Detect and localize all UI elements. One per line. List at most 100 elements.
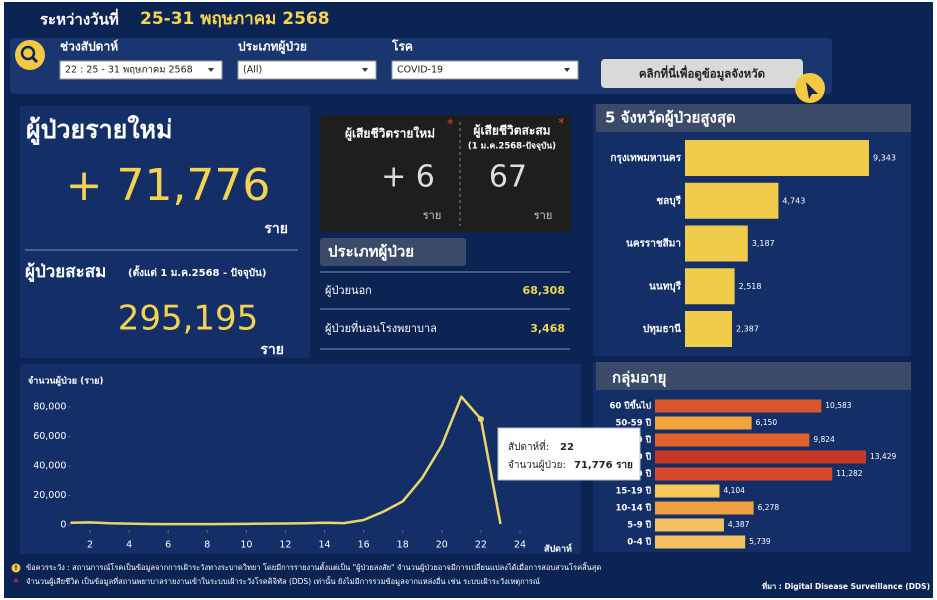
- date-range: 25-31 พฤษภาคม 2568: [140, 9, 330, 29]
- dropdown-value[interactable]: COVID-19: [397, 65, 443, 76]
- x-tick-label: 20: [436, 540, 448, 551]
- value-label: 11,282: [836, 469, 862, 478]
- cumulative-subtitle: (ตั้งแต่ 1 ม.ค.2568 - ปัจจุบัน): [128, 265, 266, 279]
- section-header: [596, 104, 911, 132]
- row-value: 3,468: [530, 322, 565, 335]
- dropdown[interactable]: COVID-19: [391, 60, 579, 80]
- tooltip-value: 22: [560, 442, 574, 453]
- value-label: 9,343: [873, 154, 896, 163]
- dropdown-value[interactable]: (All): [243, 65, 262, 76]
- row-value: 68,308: [523, 284, 565, 297]
- y-axis-label: จำนวนผู้ป่วย (ราย): [28, 376, 104, 387]
- new-cases-title: ผู้ป่วยรายใหม่: [26, 114, 172, 146]
- value-label: 13,429: [870, 452, 896, 461]
- unit: ราย: [534, 209, 553, 222]
- x-tick-label: 6: [165, 540, 171, 551]
- bar: [655, 416, 752, 430]
- bar: [685, 268, 735, 305]
- dropdown[interactable]: 22 : 25 - 31 พฤษภาคม 2568: [59, 60, 223, 80]
- chart-title: 5 จังหวัดผู้ป่วยสูงสุด: [605, 109, 736, 128]
- tooltip-label: สัปดาห์ที่:: [508, 439, 549, 453]
- category-label: 10-14 ปี: [615, 503, 651, 514]
- dropdown-box[interactable]: [391, 60, 579, 80]
- dropdown-box[interactable]: [59, 60, 223, 80]
- note-icon: [11, 563, 21, 573]
- x-tick-label: 24: [514, 540, 526, 551]
- category-label: 0-4 ปี: [627, 537, 651, 548]
- category-label: นนทบุรี: [649, 280, 682, 292]
- value-label: 2,518: [739, 282, 762, 291]
- category-label: ปทุมธานี: [643, 323, 681, 335]
- patient-type-title: ประเภทผู้ป่วย: [328, 243, 414, 262]
- note-text: ข้อควรระวัง : สถานการณ์โรคเป็นข้อมูลจากก…: [26, 562, 601, 572]
- x-tick-label: 12: [279, 540, 291, 551]
- date-label: ระหว่างวันที่: [40, 9, 119, 29]
- y-tick-label: 60,000: [33, 431, 66, 442]
- section-header: [596, 362, 911, 390]
- row-label: ผู้ป่วยนอก: [325, 284, 372, 297]
- tooltip-box: [497, 427, 641, 481]
- source: ที่มา : Digital Disease Surveillance (DD…: [762, 580, 930, 591]
- line-panel: [20, 364, 581, 554]
- tooltip-label: จำนวนผู้ป่วย:: [508, 459, 566, 471]
- y-tick-label: 80,000: [33, 402, 66, 413]
- province-button[interactable]: [601, 59, 803, 88]
- category-label: 60 ปีขึ้นไป: [610, 399, 652, 412]
- category-label: 15-19 ปี: [615, 486, 651, 497]
- value-label: 3,187: [752, 239, 775, 248]
- x-tick-label: 16: [358, 540, 370, 551]
- deaths-cum-value: 67: [489, 160, 527, 195]
- x-tick-label: 2: [87, 540, 93, 551]
- x-tick-label: 18: [397, 540, 409, 551]
- series-line: [70, 395, 502, 526]
- y-tick-label: 0: [60, 520, 66, 531]
- category-label: 5-9 ปี: [627, 520, 651, 531]
- x-tick-label: 8: [204, 540, 210, 551]
- dropdown-value[interactable]: 22 : 25 - 31 พฤษภาคม 2568: [65, 65, 193, 76]
- value-label: 4,387: [728, 520, 750, 529]
- dropdown-arrow[interactable]: [208, 68, 214, 72]
- dropdown-box[interactable]: [237, 60, 377, 80]
- filter-label: ช่วงสัปดาห์: [60, 40, 118, 54]
- dropdown-arrow[interactable]: [564, 68, 570, 72]
- value-label: 6,278: [758, 503, 780, 512]
- category-label: นครราชสีมา: [626, 238, 681, 250]
- bar: [655, 484, 720, 498]
- province-button-label[interactable]: คลิกที่นี่เพื่อดูข้อมูลจังหวัด: [639, 65, 765, 82]
- bar: [685, 311, 733, 347]
- highlight-point: [477, 416, 484, 423]
- y-tick-label: 20,000: [33, 490, 66, 501]
- x-tick-label: 14: [318, 540, 330, 551]
- section-header: [320, 238, 466, 266]
- cursor-icon: [806, 82, 818, 99]
- dropdown-arrow[interactable]: [362, 68, 368, 72]
- deaths-cum-title: ผู้เสียชีวิตสะสม: [473, 124, 550, 139]
- x-tick-label: 4: [126, 540, 132, 551]
- category-label: กรุงเทพมหานคร: [610, 153, 681, 164]
- search-icon: [15, 40, 45, 70]
- x-tick-label: 10: [240, 540, 252, 551]
- deaths-new-title: ผู้เสียชีวิตรายใหม่: [345, 126, 435, 142]
- filter-label: โรค: [391, 39, 413, 54]
- x-axis-label: สัปดาห์: [544, 543, 572, 555]
- dropdown[interactable]: (All): [237, 60, 377, 80]
- bar: [655, 501, 754, 515]
- unit: ราย: [264, 221, 288, 237]
- bar: [655, 450, 866, 464]
- new-cases-value: + 71,776: [66, 160, 271, 211]
- y-tick-label: 40,000: [33, 461, 66, 472]
- row-label: ผู้ป่วยที่นอนโรงพยาบาล: [325, 320, 437, 335]
- asterisk: *: [447, 118, 454, 133]
- value-label: 2,387: [736, 325, 759, 334]
- cases-panel: [20, 106, 310, 358]
- unit: ราย: [423, 209, 442, 222]
- bar: [685, 140, 869, 176]
- value-label: 4,743: [782, 196, 805, 205]
- search-handle: [30, 55, 39, 64]
- value-label: 6,150: [756, 418, 778, 427]
- filter-label: ประเภทผู้ป่วย: [238, 40, 307, 55]
- deaths-panel: [320, 115, 571, 232]
- value-label: 4,104: [723, 486, 745, 495]
- note-text: จำนวนผู้เสียชีวิต เป็นข้อมูลที่สถานพยาบา…: [26, 576, 540, 586]
